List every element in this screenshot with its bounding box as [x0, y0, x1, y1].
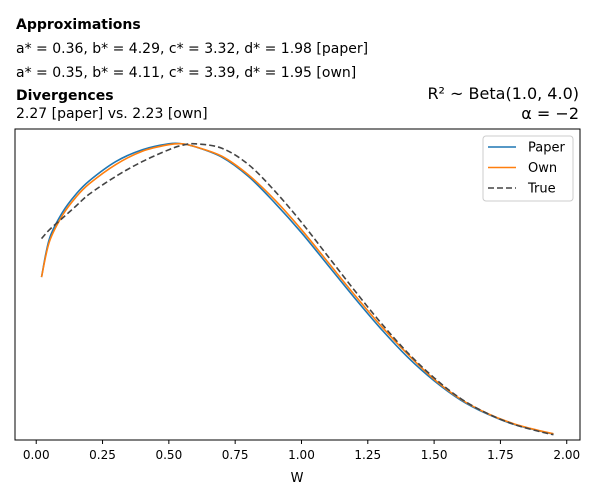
x-tick-label: 0.00: [23, 448, 50, 462]
approx-own-tag: [own]: [316, 65, 357, 81]
prior-label: R² ~ Beta(1.0, 4.0): [427, 84, 579, 103]
approx-paper-tag: [paper]: [316, 41, 369, 57]
x-tick-label: 1.00: [288, 448, 315, 462]
legend-box: [482, 135, 574, 202]
plot-frame: [14, 128, 581, 441]
x-tick-label: 2.00: [553, 448, 580, 462]
x-axis-label: W: [291, 471, 304, 486]
legend-label-own: Own: [528, 161, 557, 176]
approximations-heading: Approximations: [16, 17, 141, 33]
series-line-own: [40, 142, 554, 435]
approx-paper-line: a* = 0.36, b* = 4.29, c* = 3.32, d* = 1.…: [16, 41, 368, 57]
legend: Paper Own True: [482, 135, 574, 202]
x-tick-label: 0.75: [222, 448, 249, 462]
approx-own-line: a* = 0.35, b* = 4.11, c* = 3.39, d* = 1.…: [16, 65, 356, 81]
x-tick-label: 1.50: [421, 448, 448, 462]
approx-paper-params: a* = 0.36, b* = 4.29, c* = 3.32, d* = 1.…: [16, 41, 312, 57]
x-tick-label: 0.25: [89, 448, 116, 462]
x-axis: 0.00 0.25 0.50 0.75 1.00 1.25 1.50 1.75 2.00: [23, 440, 580, 462]
series-line-true: [40, 142, 554, 436]
legend-label-paper: Paper: [528, 141, 565, 156]
legend-label-true: True: [527, 182, 556, 197]
alpha-label: α = −2: [521, 104, 579, 123]
divergences-values: 2.27 [paper] vs. 2.23 [own]: [16, 106, 208, 122]
series-lines: [40, 142, 554, 436]
x-tick-label: 0.50: [155, 448, 182, 462]
x-tick-label: 1.25: [354, 448, 381, 462]
series-line-paper: [40, 142, 554, 435]
divergences-heading: Divergences: [16, 88, 114, 104]
x-tick-label: 1.75: [487, 448, 514, 462]
approx-own-params: a* = 0.35, b* = 4.11, c* = 3.39, d* = 1.…: [16, 65, 312, 81]
